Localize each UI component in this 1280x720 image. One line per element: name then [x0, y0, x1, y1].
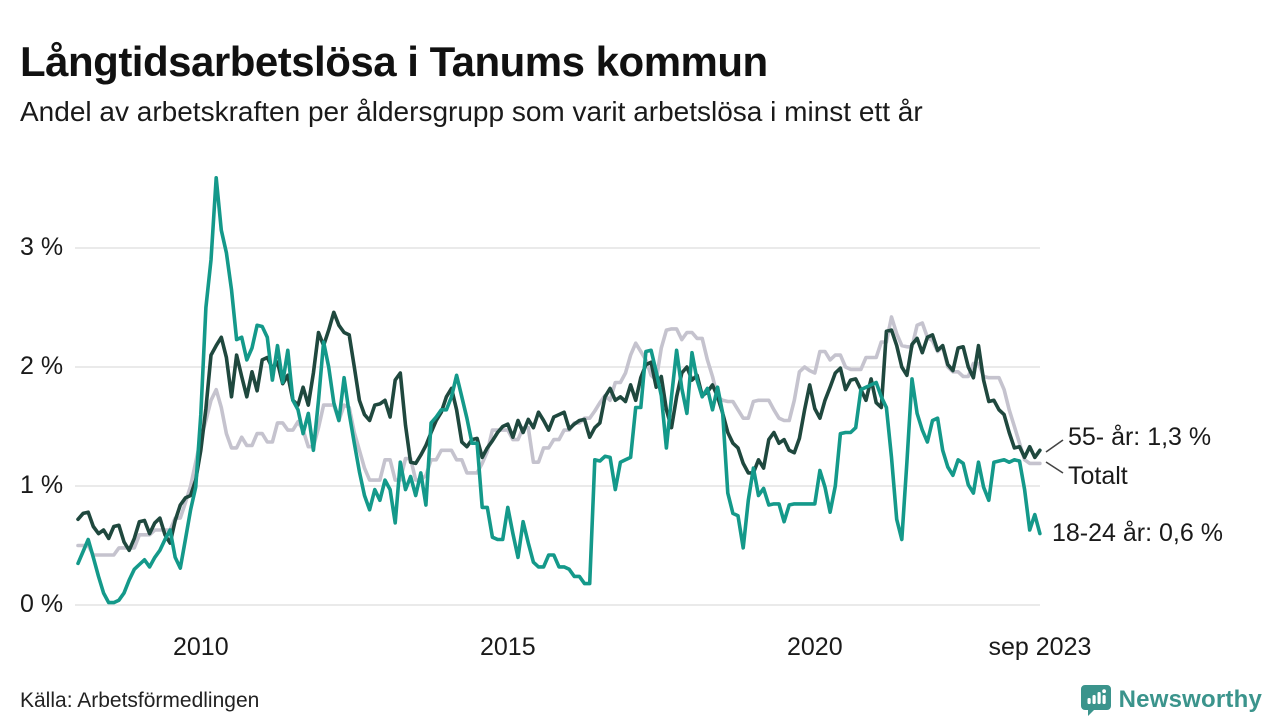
series-line-55plus	[76, 310, 1042, 553]
x-axis-tick-label: 2015	[479, 633, 536, 661]
brand-wordmark: Newsworthy	[1118, 686, 1262, 713]
y-axis-tick-label: 1 %	[20, 471, 64, 499]
end-label-18-24: 18-24 år: 0,6 %	[1052, 519, 1223, 547]
series-line-totalt	[76, 315, 1042, 557]
end-label-totalt: Totalt	[1068, 462, 1128, 490]
newsworthy-speech-bubble-bar-chart-icon	[1080, 684, 1111, 716]
x-axis-tick-label: 2020	[786, 633, 843, 661]
y-axis-tick-label: 3 %	[20, 233, 64, 261]
page-subtitle: Andel av arbetskraften per åldersgrupp s…	[20, 96, 923, 127]
source-credit: Källa: Arbetsförmedlingen	[20, 689, 260, 712]
page-title: Långtidsarbetslösa i Tanums kommun	[20, 38, 768, 86]
brand-logo: Newsworthy	[1080, 684, 1262, 716]
y-axis-tick-label: 0 %	[20, 590, 64, 618]
series-line-18-24	[76, 176, 1042, 605]
callout-connector-line	[1045, 439, 1064, 453]
x-axis-tick-label: 2010	[172, 633, 229, 661]
end-label-55plus: 55- år: 1,3 %	[1068, 423, 1212, 451]
x-axis-tick-label: sep 2023	[988, 633, 1092, 661]
callout-connector-line	[1045, 461, 1064, 474]
y-axis-tick-label: 2 %	[20, 352, 64, 380]
